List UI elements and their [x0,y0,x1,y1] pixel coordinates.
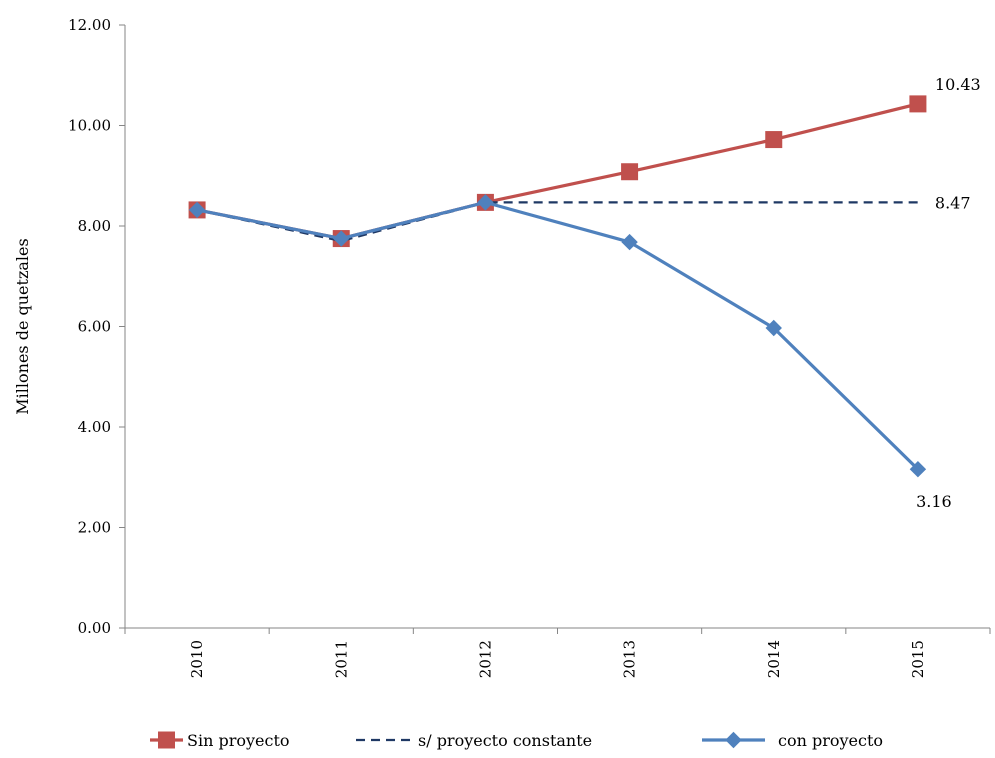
series-line [196,200,920,471]
legend-label: s/ proyecto constante [418,731,592,750]
legend-label: Sin proyecto [187,731,290,750]
series-1 [196,201,918,243]
data-point [621,163,639,181]
annotations-layer: 10.43 8.47 3.16 [916,75,981,511]
y-tick-label: 12.00 [68,16,111,34]
data-point [477,194,494,211]
data-point [188,201,206,219]
y-tick-label: 2.00 [78,519,111,537]
series-0 [188,95,927,248]
x-tick-label: 2010 [188,640,206,678]
x-tick-label: 2012 [476,640,494,678]
y-tick-label: 0.00 [78,619,111,637]
axes: 0.00 2.00 4.00 6.00 8.00 10.00 12.00 2010 2011 20… [13,16,991,678]
y-tick-label: 6.00 [78,318,111,336]
x-tick-label: 2013 [621,640,639,678]
x-tick-label: 2011 [332,640,350,678]
legend-label: con proyecto [778,731,883,750]
data-point [621,233,638,251]
legend-item: Sin proyecto [150,731,290,750]
y-tick-label: 10.00 [68,117,111,135]
data-point [909,461,927,478]
data-label: 10.43 [935,75,981,94]
legend-item: s/ proyecto constante [356,731,592,750]
legend-marker [725,731,742,749]
x-tick-label: 2015 [909,640,927,678]
y-tick-label: 8.00 [78,217,111,235]
legend: Sin proyecto s/ proyecto constante con pro… [150,731,883,750]
data-label: 8.47 [935,193,971,212]
legend-marker [158,731,175,749]
series-2 [188,194,927,478]
series-layer [188,95,927,478]
data-point [909,95,927,113]
series-line [196,102,919,241]
series-line [196,201,918,243]
data-label: 3.16 [916,492,952,511]
x-tick-label: 2014 [765,640,783,678]
y-tick-label: 4.00 [78,418,111,436]
legend-item: con proyecto [702,731,883,750]
data-point [765,131,783,149]
data-point [333,230,350,247]
data-point [765,319,782,337]
y-axis-title: Millones de quetzales [13,238,32,414]
